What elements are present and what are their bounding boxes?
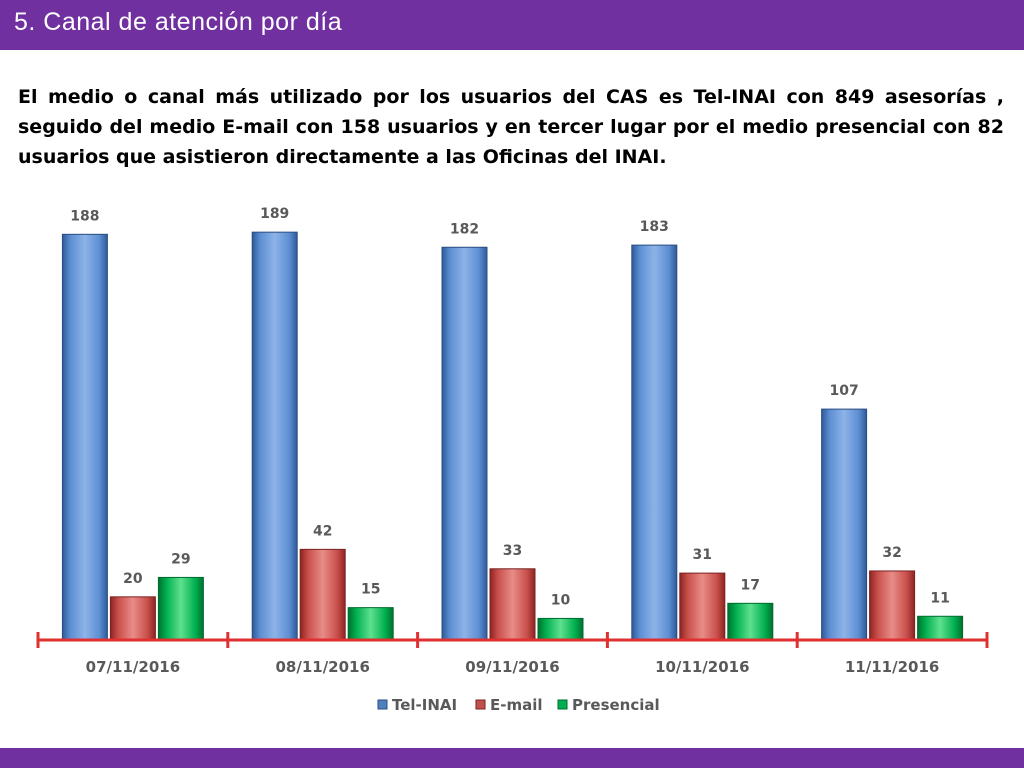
intro-paragraph: El medio o canal más utilizado por los u… bbox=[18, 86, 1004, 168]
bar-tel-inai-0 bbox=[61, 233, 108, 641]
value-label-e-mail-1: 42 bbox=[313, 523, 332, 539]
bar-presencial-4 bbox=[917, 615, 964, 641]
category-label-3: 10/11/2016 bbox=[655, 658, 749, 676]
bar-tel-inai-1 bbox=[251, 231, 298, 641]
value-label-presencial-3: 17 bbox=[741, 577, 760, 593]
value-labels-group: 188 20 29 189 42 15 182 33 10 183 31 17 107 32 11 bbox=[70, 206, 950, 608]
category-label-4: 11/11/2016 bbox=[845, 658, 939, 676]
value-label-presencial-4: 11 bbox=[930, 590, 949, 606]
legend-label-presencial: Presencial bbox=[572, 696, 660, 714]
bar-tel-inai-3 bbox=[631, 244, 678, 641]
legend-swatch-presencial bbox=[557, 699, 568, 710]
bar-presencial-0 bbox=[157, 576, 204, 641]
title-bar: 5. Canal de atención por día bbox=[0, 0, 1024, 50]
legend-swatch-e-mail bbox=[475, 699, 486, 710]
value-label-tel-inai-2: 182 bbox=[450, 221, 479, 237]
value-label-presencial-1: 15 bbox=[361, 582, 380, 598]
bar-e-mail-4 bbox=[869, 570, 916, 641]
legend-label-tel-inai: Tel-INAI bbox=[392, 696, 457, 714]
bar-presencial-2 bbox=[537, 617, 584, 641]
value-label-tel-inai-1: 189 bbox=[260, 206, 289, 222]
bar-presencial-3 bbox=[727, 602, 774, 641]
value-label-e-mail-2: 33 bbox=[503, 543, 522, 559]
value-label-tel-inai-3: 183 bbox=[640, 219, 669, 235]
footer-bar bbox=[0, 748, 1024, 768]
bar-chart: 188 20 29 189 42 15 182 33 10 183 31 17 107 32 11 07/1… bbox=[36, 206, 989, 714]
category-label-2: 09/11/2016 bbox=[465, 658, 559, 676]
bar-e-mail-0 bbox=[109, 596, 156, 641]
legend-swatch-tel-inai bbox=[377, 699, 388, 710]
slide-title: 5. Canal de atención por día bbox=[14, 8, 343, 36]
value-label-tel-inai-0: 188 bbox=[70, 208, 99, 224]
category-label-1: 08/11/2016 bbox=[275, 658, 369, 676]
bar-tel-inai-4 bbox=[821, 408, 868, 641]
bar-e-mail-1 bbox=[299, 548, 346, 641]
value-label-e-mail-3: 31 bbox=[693, 547, 712, 563]
bar-e-mail-3 bbox=[679, 572, 726, 641]
legend: Tel-INAI E-mail Presencial bbox=[377, 696, 660, 714]
bar-e-mail-2 bbox=[489, 568, 536, 641]
bar-tel-inai-2 bbox=[441, 246, 488, 641]
x-axis: 07/11/2016 08/11/2016 09/11/2016 10/11/2016… bbox=[36, 632, 989, 676]
value-label-tel-inai-4: 107 bbox=[829, 383, 858, 399]
bars-group bbox=[61, 231, 964, 641]
value-label-e-mail-0: 20 bbox=[123, 571, 143, 587]
category-label-0: 07/11/2016 bbox=[86, 658, 180, 676]
bar-presencial-1 bbox=[347, 607, 394, 641]
value-label-e-mail-4: 32 bbox=[882, 545, 901, 561]
value-label-presencial-0: 29 bbox=[171, 551, 190, 567]
value-label-presencial-2: 10 bbox=[551, 592, 571, 608]
legend-label-e-mail: E-mail bbox=[490, 696, 543, 714]
